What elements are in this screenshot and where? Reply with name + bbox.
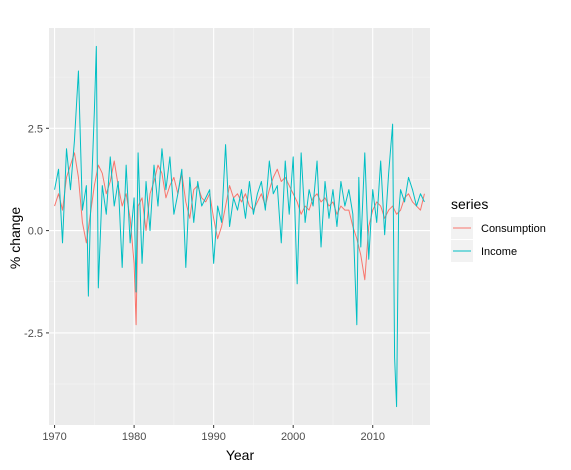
- x-tick-label: 2000: [281, 431, 305, 443]
- legend-label-consumption: Consumption: [481, 223, 546, 235]
- y-tick-label: 0.0: [28, 226, 43, 238]
- legend-title: series: [451, 196, 488, 212]
- series-line-consumption: [54, 152, 425, 326]
- y-tick-label: -2.5: [24, 328, 43, 340]
- x-tick-label: 1970: [42, 431, 66, 443]
- series-lines: [54, 45, 425, 408]
- x-tick-label: 2010: [360, 431, 384, 443]
- x-tick-label: 1980: [122, 431, 146, 443]
- series-line-income: [54, 45, 425, 408]
- legend-label-income: Income: [481, 246, 517, 258]
- plot-panel: [49, 28, 430, 425]
- x-axis-title: Year: [226, 447, 255, 463]
- x-tick-label: 1990: [201, 431, 225, 443]
- y-tick-label: 2.5: [28, 123, 43, 135]
- legend: series Consumption Income: [451, 196, 546, 262]
- legend-items: Consumption Income: [451, 217, 546, 262]
- y-axis-title: % change: [7, 207, 23, 269]
- grid-lines: [49, 28, 430, 425]
- axes: 1970 1980 1990 2000 2010 -2.5 0.0 2.5: [24, 123, 385, 443]
